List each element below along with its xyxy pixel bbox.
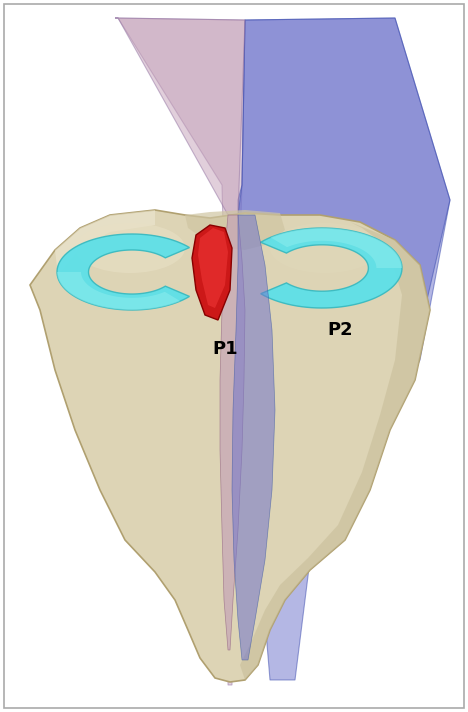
Polygon shape: [232, 215, 275, 660]
Ellipse shape: [75, 223, 185, 273]
Polygon shape: [115, 18, 245, 685]
Polygon shape: [115, 18, 245, 215]
Polygon shape: [55, 210, 155, 275]
Text: P2: P2: [327, 321, 353, 339]
Polygon shape: [261, 228, 402, 308]
Polygon shape: [240, 222, 430, 680]
Polygon shape: [198, 228, 228, 308]
Polygon shape: [238, 18, 450, 400]
Text: P1: P1: [212, 340, 238, 358]
Polygon shape: [238, 18, 450, 680]
Polygon shape: [192, 225, 232, 320]
Polygon shape: [30, 210, 430, 682]
Polygon shape: [57, 272, 180, 310]
Polygon shape: [185, 210, 285, 250]
Polygon shape: [57, 234, 190, 310]
Polygon shape: [271, 228, 402, 268]
Polygon shape: [220, 215, 245, 650]
Ellipse shape: [270, 223, 380, 273]
